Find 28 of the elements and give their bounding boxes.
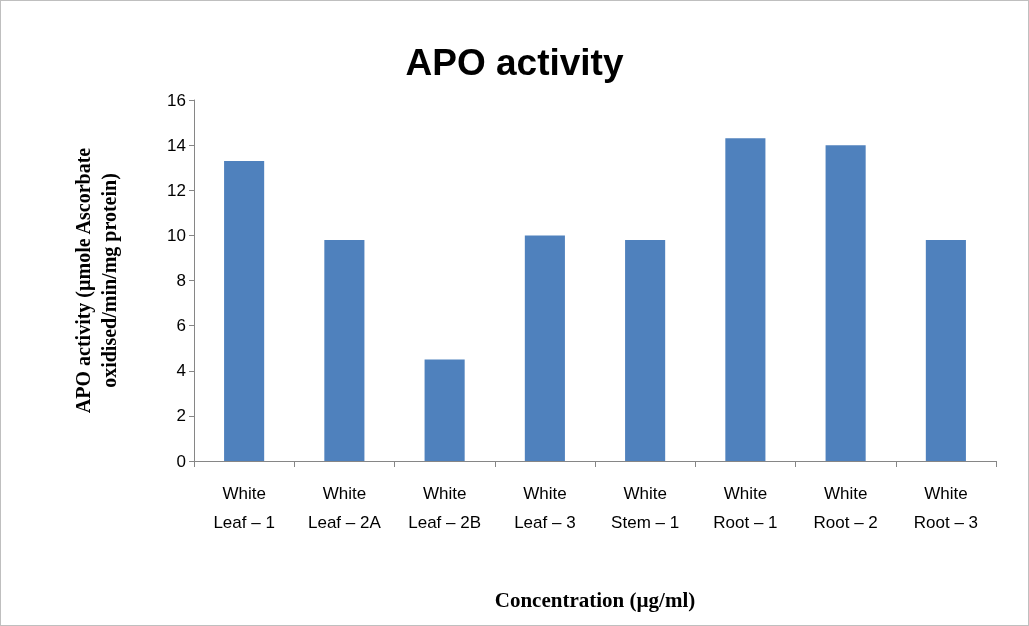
x-tick-label: White Root – 1 xyxy=(713,484,778,532)
x-tick-label: White Root – 3 xyxy=(913,484,979,532)
bar xyxy=(725,138,766,461)
bar xyxy=(324,239,365,461)
bar xyxy=(625,239,666,461)
bar xyxy=(524,235,565,461)
chart-title: APO activity xyxy=(405,42,624,83)
x-tick-label: White Leaf – 3 xyxy=(514,484,576,532)
x-tick-label: White Stem – 1 xyxy=(611,484,680,532)
y-tick-label: 0 xyxy=(176,451,186,471)
x-tick-label: White Leaf – 2B xyxy=(408,484,482,532)
y-tick-label: 12 xyxy=(167,180,186,200)
y-tick-label: 2 xyxy=(176,406,186,426)
bar xyxy=(424,359,465,461)
x-tick-label: White Leaf – 2A xyxy=(307,484,382,532)
y-tick-label: 4 xyxy=(176,361,186,381)
y-axis-title: APO activity (µmole Ascorbate oxidised/min/mg protein) xyxy=(72,147,121,414)
y-tick-label: 8 xyxy=(176,271,186,290)
y-tick-label: 6 xyxy=(176,316,186,336)
y-tick-label: 10 xyxy=(167,225,186,245)
x-axis-title: Concentration (µg/ml) xyxy=(494,587,696,612)
bar xyxy=(925,239,966,461)
bar xyxy=(825,145,866,461)
bar xyxy=(224,160,265,461)
x-tick-label: White Leaf – 1 xyxy=(213,484,275,532)
y-tick-label: 16 xyxy=(167,90,186,110)
y-tick-label: 14 xyxy=(167,135,186,155)
x-tick-label: White Root – 2 xyxy=(813,484,878,532)
